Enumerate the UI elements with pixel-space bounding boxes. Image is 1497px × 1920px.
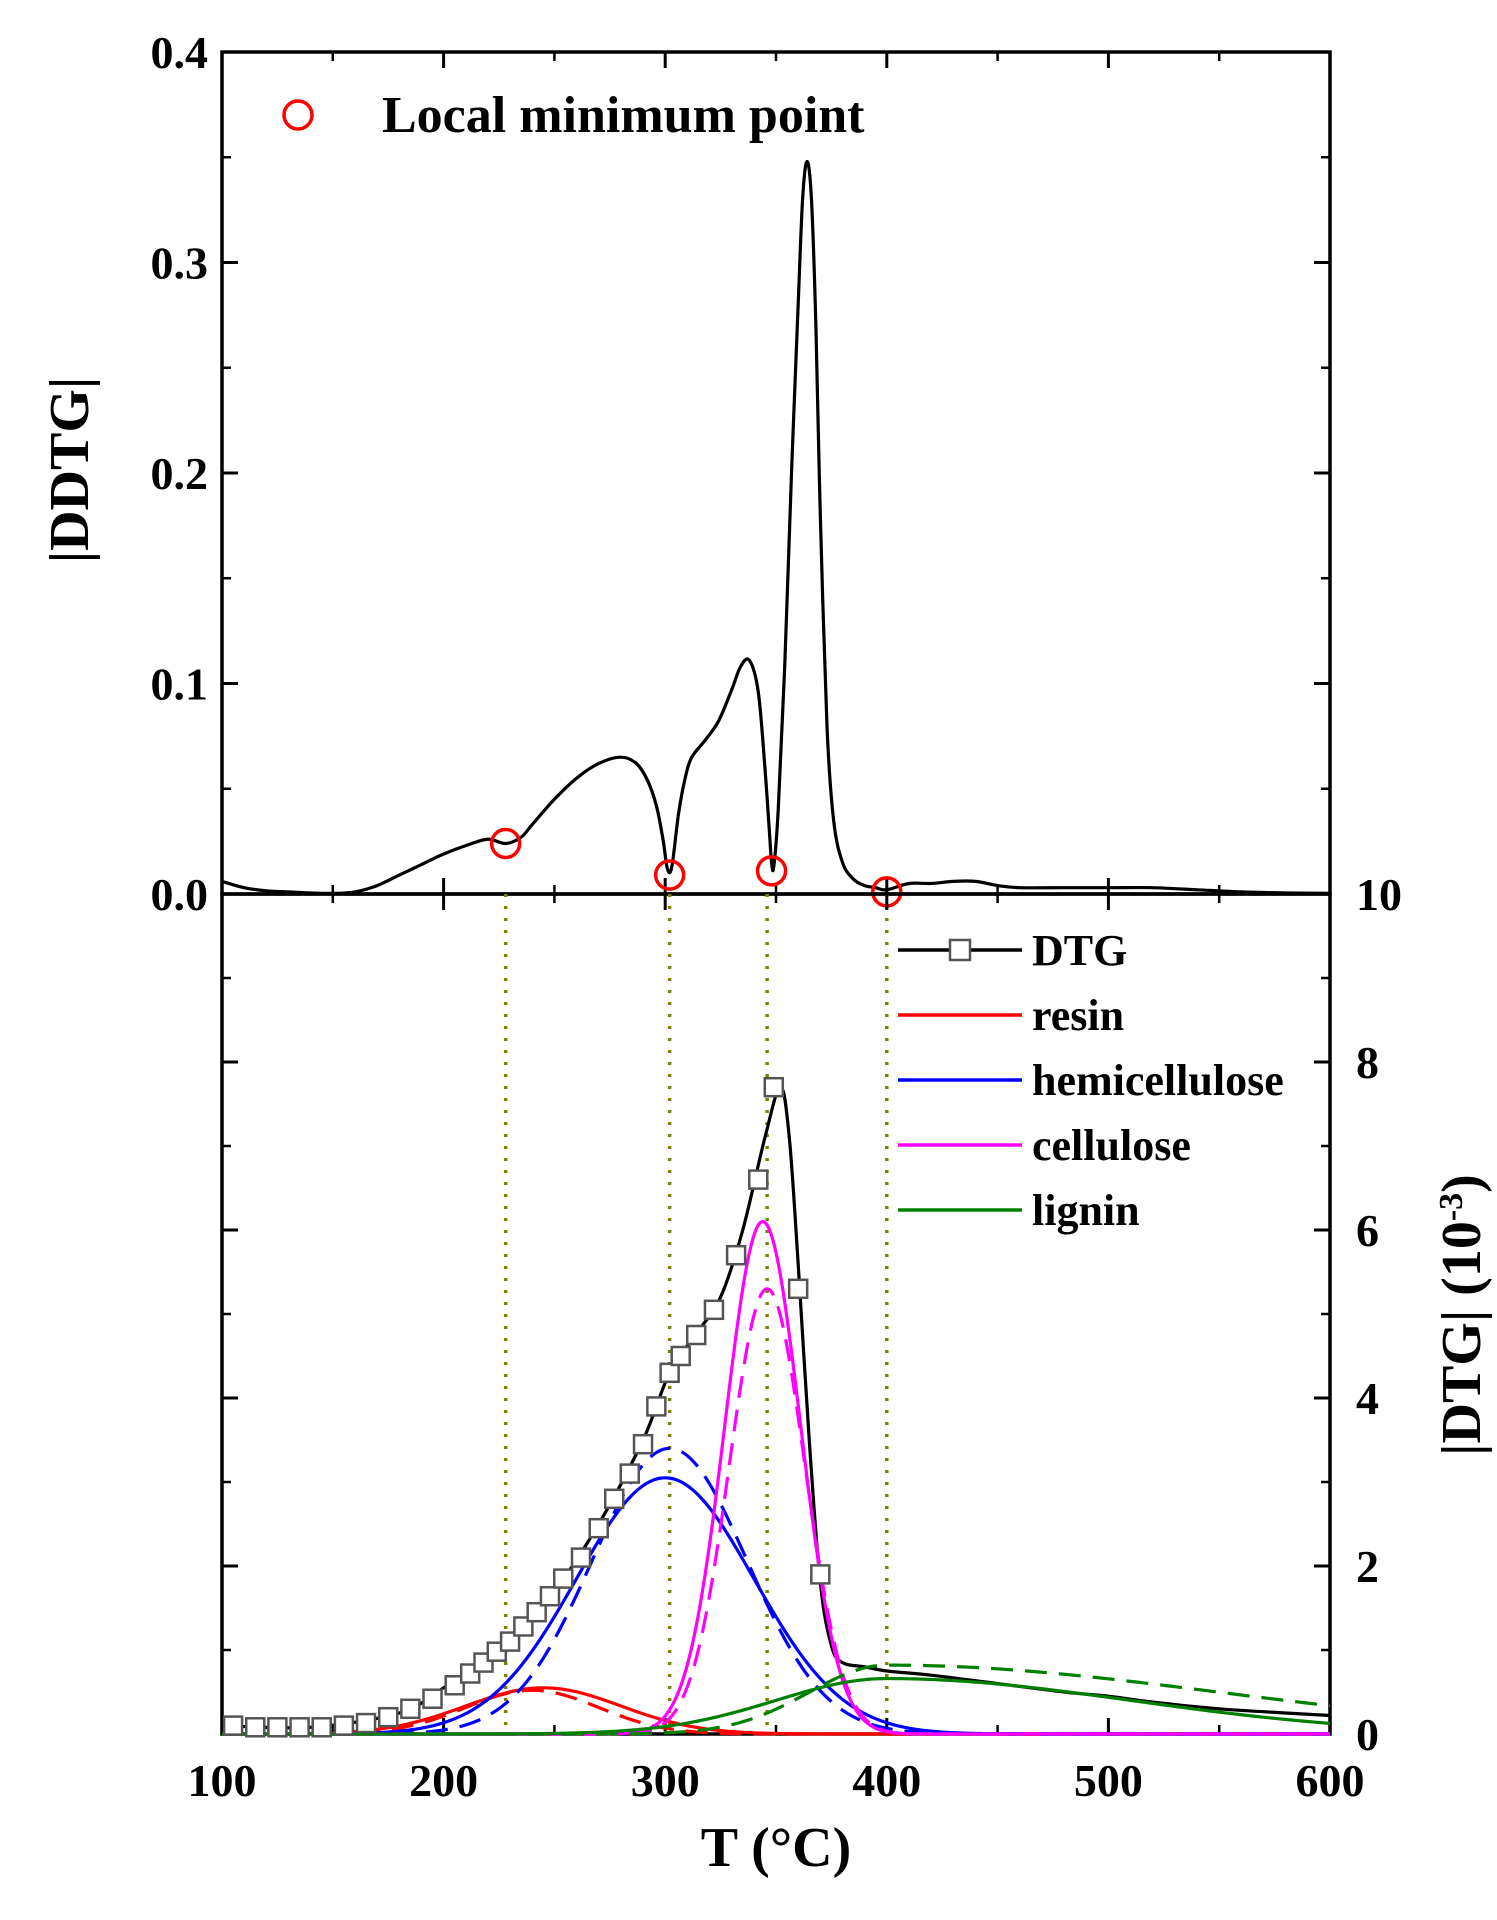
ddtg-curve: [221, 159, 1331, 896]
dtg-marker: [570, 1547, 592, 1568]
top-y-tick-label: 0.2: [151, 448, 209, 499]
legend-label: DTG: [1032, 926, 1127, 975]
dtg-marker: [377, 1706, 399, 1728]
dtg-marker: [553, 1568, 574, 1589]
y-title-end: ): [1431, 1174, 1493, 1193]
local-minimum-marker: [755, 855, 788, 887]
annotation-text: Local minimum point: [382, 87, 865, 144]
legend-label: resin: [1032, 991, 1124, 1040]
dtg-marker: [787, 1278, 809, 1300]
dtg-marker: [422, 1688, 443, 1709]
dtg-marker: [725, 1244, 747, 1266]
dtg-marker: [244, 1717, 266, 1738]
top-curve: [221, 159, 1331, 896]
bottom-tick-labels: 0 2 4 6 8 10 100 200 300 400 500 600: [188, 869, 1403, 1806]
x-axis-title: T (°C): [701, 1817, 851, 1879]
legend: DTG resin hemicellulose cellulose lignin: [898, 926, 1284, 1235]
bottom-markers: [222, 1076, 831, 1738]
top-tick-labels: 0.0 0.1 0.2 0.3 0.4: [151, 27, 209, 920]
dtg-marker: [646, 1396, 667, 1417]
dtg-marker: [267, 1717, 288, 1738]
bottom-y-tick-label: 4: [1356, 1373, 1379, 1424]
legend-label: cellulose: [1032, 1121, 1191, 1170]
bottom-y-tick-label: 8: [1356, 1037, 1379, 1088]
bottom-y-tick-label: 2: [1356, 1541, 1379, 1592]
annotation-marker-icon: [282, 99, 314, 131]
dtg-marker: [703, 1299, 725, 1321]
x-tick-label: 100: [188, 1755, 257, 1806]
dtg-marker: [685, 1324, 707, 1346]
lignin-dashed-curve: [222, 1663, 1331, 1736]
dtg-marker: [603, 1488, 625, 1510]
dtg-marker: [810, 1564, 831, 1585]
top-y-tick-label: 0.1: [151, 659, 209, 710]
legend-label: hemicellulose: [1032, 1056, 1284, 1105]
dtg-marker: [311, 1717, 332, 1738]
dtg-marker: [619, 1463, 640, 1484]
dtg-marker: [333, 1715, 355, 1736]
dtg-marker: [444, 1675, 465, 1696]
top-y-tick-label: 0.0: [151, 869, 209, 920]
y-title-superscript: -3: [1433, 1193, 1470, 1221]
bottom-y-tick-label: 0: [1356, 1709, 1379, 1760]
dtg-marker: [355, 1712, 377, 1734]
x-tick-label: 300: [631, 1755, 700, 1806]
bottom-y-tick-label: 6: [1356, 1205, 1379, 1256]
legend-label: lignin: [1032, 1186, 1140, 1235]
dtg-marker: [763, 1076, 785, 1098]
dtg-marker: [400, 1698, 421, 1720]
x-tick-label: 200: [409, 1755, 478, 1806]
x-tick-label: 600: [1296, 1755, 1365, 1806]
legend-square-marker: [948, 938, 972, 962]
local-minimum-marker: [653, 859, 686, 891]
dtg-marker: [499, 1631, 521, 1652]
top-y-tick-label: 0.4: [151, 27, 209, 78]
x-tick-label: 400: [852, 1755, 921, 1806]
dtg-marker: [659, 1362, 680, 1384]
dotted-guides: [503, 894, 889, 1734]
dtg-marker: [632, 1433, 654, 1455]
top-y-axis-title: |DDTG|: [39, 377, 101, 563]
dtg-marker: [588, 1517, 609, 1539]
local-minimum-marker: [489, 827, 522, 860]
dtg-marker: [748, 1169, 769, 1190]
dtg-marker: [539, 1585, 561, 1607]
dtg-marker: [526, 1601, 547, 1623]
bottom-y-axis-title: |DTG| (10-3): [1431, 1174, 1493, 1456]
bottom-panel: 0 2 4 6 8 10 100 200 300 400 500 600 DTG resin hemice…: [188, 869, 1494, 1879]
dtg-marker: [289, 1717, 310, 1738]
top-minima: [489, 827, 903, 908]
y-title-main: |DTG| (10: [1431, 1221, 1493, 1456]
dtg-marker: [222, 1715, 244, 1736]
dtg-marker: [670, 1345, 691, 1367]
x-tick-label: 500: [1074, 1755, 1143, 1806]
top-y-tick-label: 0.3: [151, 238, 209, 289]
bottom-y-tick-label: 10: [1356, 869, 1402, 920]
